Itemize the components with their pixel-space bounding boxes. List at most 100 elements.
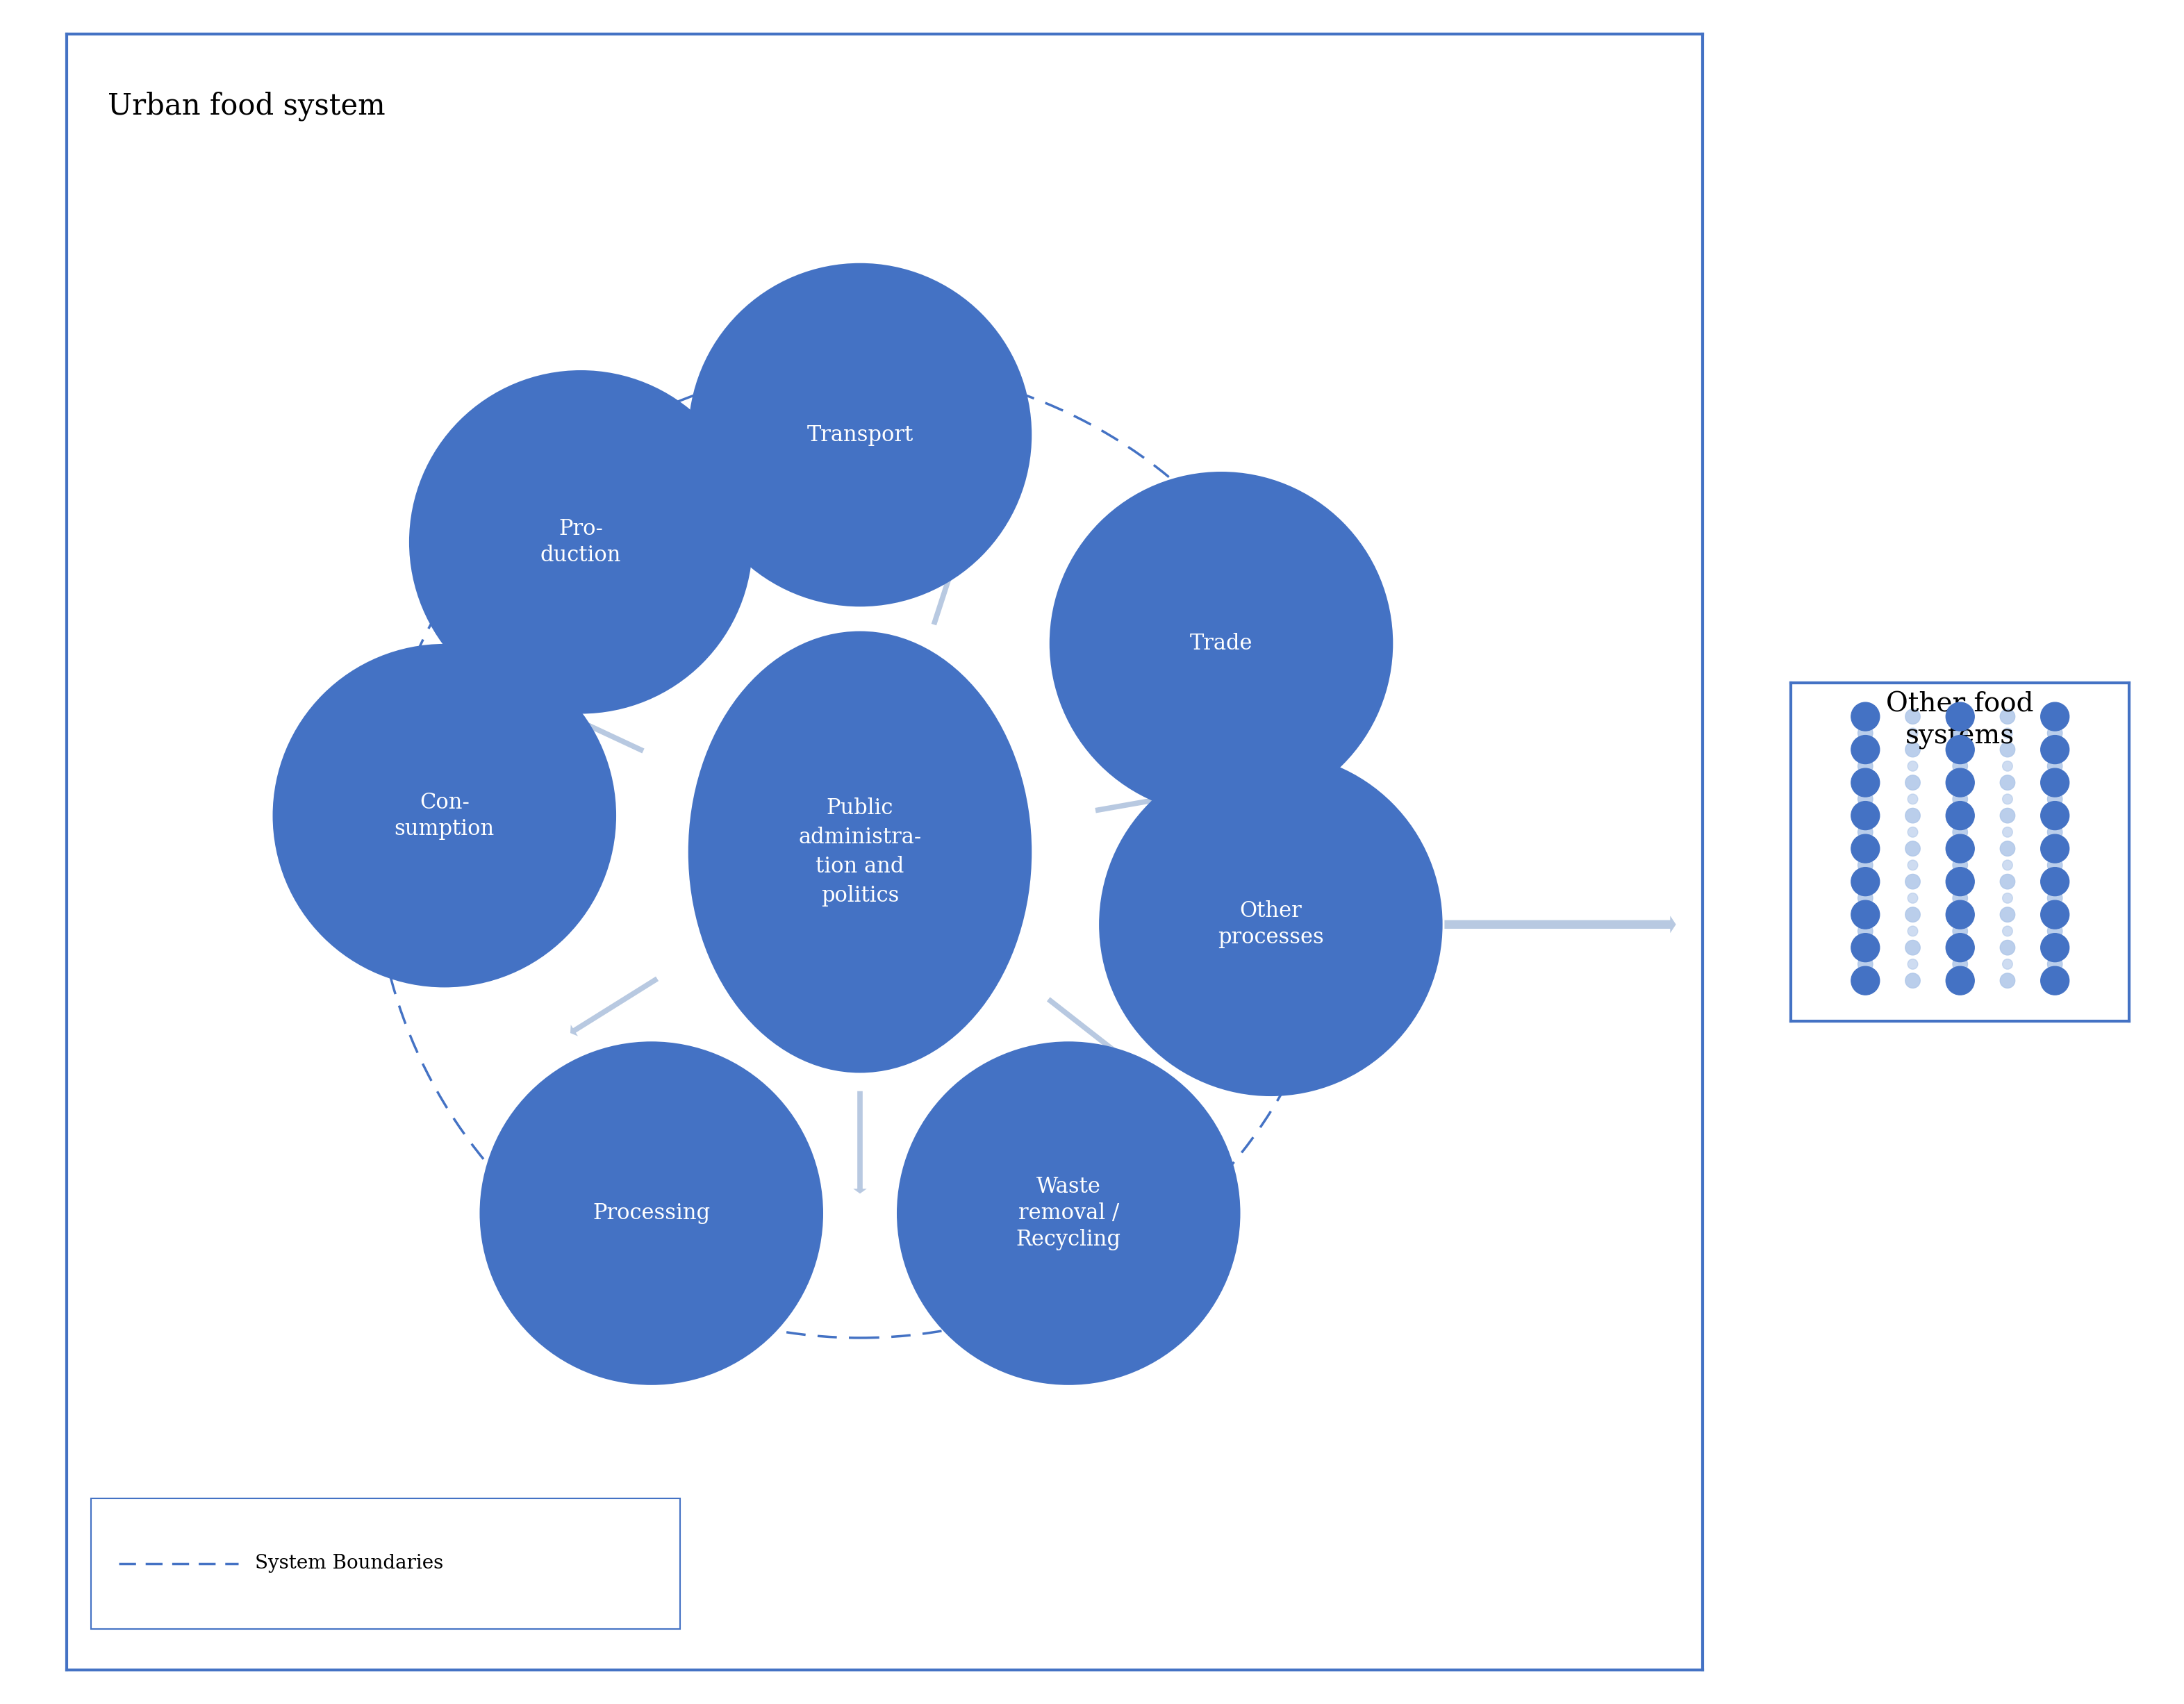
Circle shape — [2040, 900, 2068, 929]
Circle shape — [1859, 792, 1874, 806]
Circle shape — [1907, 794, 1918, 804]
Circle shape — [1852, 867, 1880, 896]
Circle shape — [1852, 934, 1880, 961]
Circle shape — [480, 1041, 823, 1385]
Circle shape — [2046, 956, 2062, 971]
Circle shape — [1946, 867, 1974, 896]
Circle shape — [1907, 893, 1918, 903]
Circle shape — [1904, 842, 1920, 855]
Circle shape — [2046, 924, 2062, 939]
Circle shape — [2046, 891, 2062, 905]
Circle shape — [2046, 792, 2062, 806]
Text: System Boundaries: System Boundaries — [256, 1554, 443, 1573]
Circle shape — [2001, 743, 2016, 757]
Circle shape — [2040, 867, 2068, 896]
Circle shape — [2001, 874, 2016, 889]
Text: Other
processes: Other processes — [1219, 900, 1324, 949]
Circle shape — [2046, 825, 2062, 840]
Circle shape — [1904, 808, 1920, 823]
Circle shape — [1907, 826, 1918, 837]
Circle shape — [2040, 736, 2068, 763]
Text: Con-
sumption: Con- sumption — [395, 792, 494, 840]
Circle shape — [1859, 956, 1874, 971]
Circle shape — [1907, 861, 1918, 871]
Circle shape — [1946, 801, 1974, 830]
Circle shape — [2001, 842, 2016, 855]
Circle shape — [1859, 758, 1874, 774]
Circle shape — [1907, 762, 1918, 772]
Circle shape — [2040, 702, 2068, 731]
Circle shape — [2046, 758, 2062, 774]
Circle shape — [1952, 857, 1968, 872]
Circle shape — [2046, 726, 2062, 741]
Circle shape — [1946, 966, 1974, 995]
Circle shape — [898, 1041, 1241, 1385]
Circle shape — [2003, 728, 2014, 738]
Circle shape — [2001, 907, 2016, 922]
Circle shape — [2001, 709, 2016, 724]
Circle shape — [2001, 941, 2016, 954]
Circle shape — [1907, 959, 1918, 970]
Circle shape — [1852, 966, 1880, 995]
Circle shape — [1904, 874, 1920, 889]
Text: Pro-
duction: Pro- duction — [539, 518, 620, 566]
Circle shape — [1952, 792, 1968, 806]
Text: Transport: Transport — [806, 424, 913, 446]
Text: Public
administra-
tion and
politics: Public administra- tion and politics — [799, 797, 922, 907]
Circle shape — [2046, 857, 2062, 872]
Circle shape — [1099, 753, 1444, 1096]
Circle shape — [1859, 825, 1874, 840]
Circle shape — [2001, 808, 2016, 823]
Circle shape — [2003, 826, 2014, 837]
Circle shape — [1904, 941, 1920, 954]
Text: Processing: Processing — [592, 1203, 710, 1223]
Circle shape — [1859, 726, 1874, 741]
Circle shape — [1852, 801, 1880, 830]
Circle shape — [1952, 891, 1968, 905]
Circle shape — [1859, 924, 1874, 939]
Circle shape — [2040, 966, 2068, 995]
Circle shape — [2003, 762, 2014, 772]
Circle shape — [2040, 934, 2068, 961]
Circle shape — [1952, 726, 1968, 741]
Circle shape — [2003, 893, 2014, 903]
Circle shape — [2040, 769, 2068, 797]
Ellipse shape — [688, 630, 1031, 1074]
Circle shape — [1852, 736, 1880, 763]
Circle shape — [1946, 835, 1974, 862]
Circle shape — [2040, 835, 2068, 862]
Circle shape — [1946, 736, 1974, 763]
Circle shape — [1904, 973, 1920, 988]
Circle shape — [1904, 709, 1920, 724]
Circle shape — [2040, 801, 2068, 830]
Circle shape — [1907, 728, 1918, 738]
FancyBboxPatch shape — [92, 1498, 679, 1629]
Circle shape — [1952, 825, 1968, 840]
Circle shape — [1904, 743, 1920, 757]
Text: Other food
systems: Other food systems — [1887, 692, 2033, 750]
Circle shape — [1904, 907, 1920, 922]
Circle shape — [1946, 900, 1974, 929]
Circle shape — [1859, 891, 1874, 905]
Circle shape — [1946, 702, 1974, 731]
Circle shape — [1852, 835, 1880, 862]
Circle shape — [1859, 857, 1874, 872]
Circle shape — [1952, 758, 1968, 774]
Circle shape — [2001, 775, 2016, 791]
Circle shape — [1907, 925, 1918, 935]
Circle shape — [408, 370, 753, 714]
Circle shape — [2003, 925, 2014, 935]
Circle shape — [1904, 775, 1920, 791]
Circle shape — [1852, 702, 1880, 731]
Circle shape — [273, 644, 616, 987]
Circle shape — [1952, 956, 1968, 971]
Circle shape — [2003, 794, 2014, 804]
Text: Waste
removal /
Recycling: Waste removal / Recycling — [1016, 1176, 1120, 1251]
Text: Urban food system: Urban food system — [107, 92, 384, 121]
Text: Trade: Trade — [1190, 632, 1254, 654]
Circle shape — [1852, 769, 1880, 797]
Circle shape — [1852, 900, 1880, 929]
Circle shape — [2003, 861, 2014, 871]
Circle shape — [2001, 973, 2016, 988]
Circle shape — [1946, 769, 1974, 797]
